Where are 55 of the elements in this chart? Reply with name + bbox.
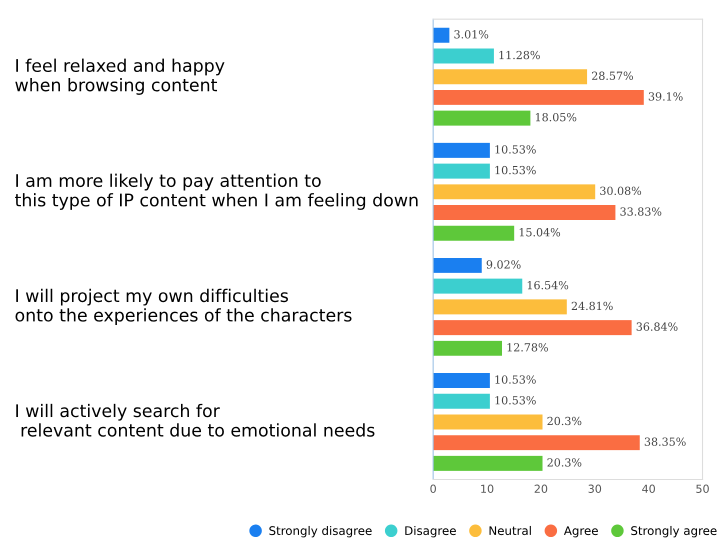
y-tick-label: I will project my own difficulties onto the experiences of the characters	[16, 288, 352, 325]
bar	[433, 110, 530, 126]
bar	[433, 340, 502, 356]
bar	[433, 456, 543, 471]
bar	[433, 184, 596, 200]
data-label: 36.84%	[636, 322, 678, 331]
bar	[433, 226, 514, 241]
bar	[433, 164, 490, 179]
y-tick-label: I will actively search for relevant content due to emotional needs	[16, 404, 374, 437]
x-tick-label: 20	[534, 484, 548, 493]
data-label: 10.53%	[495, 396, 536, 404]
data-label: 11.28%	[499, 50, 540, 60]
data-label: 39.1%	[648, 92, 683, 101]
legend-label: Disagree	[405, 526, 456, 538]
x-tick-label: 10	[481, 484, 494, 493]
bar	[433, 394, 490, 409]
bar	[433, 28, 450, 43]
bar	[433, 258, 482, 273]
bar	[433, 373, 490, 388]
data-label: 9.02%	[486, 260, 521, 269]
data-label: 15.04%	[520, 228, 560, 236]
bar	[433, 320, 632, 336]
bar	[433, 48, 494, 64]
x-tick-label: 40	[642, 484, 655, 493]
data-label: 20.3%	[547, 416, 582, 426]
data-label: 20.3%	[547, 458, 582, 467]
data-label: 18.05%	[536, 112, 576, 122]
x-tick-label: 30	[588, 484, 602, 493]
bar	[433, 414, 543, 430]
data-label: 12.78%	[508, 343, 548, 352]
data-label: 10.53%	[495, 145, 536, 154]
y-tick-label: I am more likely to pay attention to this type of IP content when I am feeling down	[15, 174, 418, 210]
legend-label: Agree	[564, 526, 598, 538]
data-label: 10.53%	[495, 166, 536, 174]
data-label: 10.53%	[495, 375, 536, 384]
bar	[433, 435, 640, 450]
bar	[433, 278, 522, 294]
data-label: 3.01%	[454, 30, 488, 39]
data-label: 24.81%	[572, 302, 613, 310]
data-label: 16.54%	[528, 280, 568, 290]
data-label: 38.35%	[644, 437, 686, 446]
data-label: 28.57%	[592, 72, 633, 80]
bar	[433, 299, 567, 314]
bar	[433, 142, 490, 158]
data-label: 30.08%	[600, 186, 642, 196]
bar	[433, 90, 644, 105]
x-tick-label: 50	[696, 484, 709, 493]
legend-label: Strongly disagree	[269, 526, 372, 538]
data-label: 33.83%	[620, 207, 662, 216]
bar	[433, 69, 588, 84]
x-tick-label: 0	[430, 484, 436, 493]
bar	[433, 205, 616, 220]
legend-label: Neutral	[490, 526, 531, 536]
legend-label: Strongly agree	[631, 526, 717, 538]
y-tick-label: I feel relaxed and happy when browsing content	[15, 58, 224, 95]
